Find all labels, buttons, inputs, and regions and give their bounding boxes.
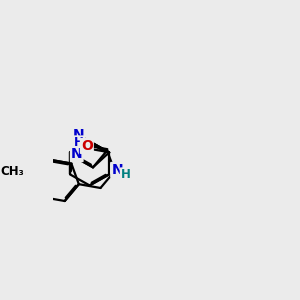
Text: N: N (111, 163, 123, 177)
Text: N: N (72, 128, 84, 142)
Text: H: H (121, 168, 130, 181)
Text: N: N (71, 147, 82, 161)
Text: CH₃: CH₃ (1, 164, 25, 178)
Text: H: H (74, 136, 84, 149)
Text: O: O (14, 167, 25, 181)
Text: O: O (81, 139, 93, 153)
